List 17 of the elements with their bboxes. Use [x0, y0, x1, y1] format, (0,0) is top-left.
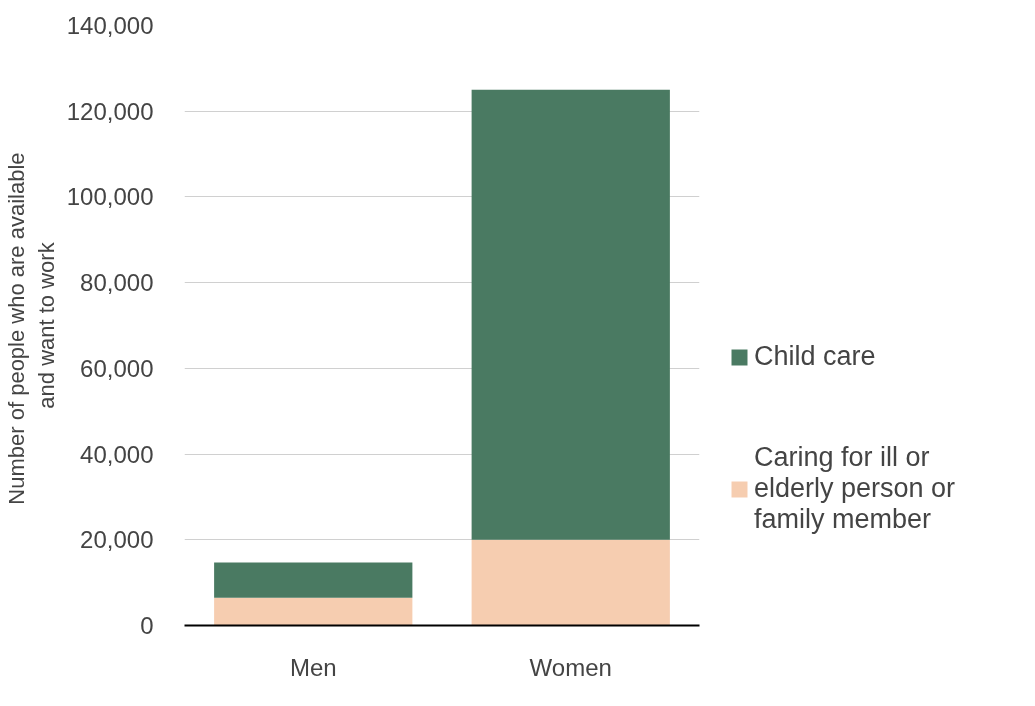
x-tick-label: Women [529, 653, 612, 681]
y-tick-label: 140,000 [66, 12, 154, 39]
legend-label: Caring for ill or elderly person or family member [754, 442, 956, 535]
y-tick-label: 80,000 [80, 269, 154, 297]
y-tick-label: 100,000 [66, 183, 154, 211]
y-axis-title: Number of people who are available and want to work [3, 152, 59, 505]
bar [471, 539, 670, 626]
y-tick-label: 120,000 [66, 97, 154, 125]
y-tick-label: 20,000 [80, 526, 154, 554]
bar [471, 89, 670, 540]
legend-label: Child care [754, 341, 876, 372]
y-tick-label: 0 [140, 612, 154, 639]
y-tick-label: 40,000 [80, 440, 154, 468]
bar [214, 562, 413, 598]
x-tick-label: Men [289, 653, 337, 681]
y-tick-label: 60,000 [80, 354, 154, 382]
bar [214, 597, 413, 626]
